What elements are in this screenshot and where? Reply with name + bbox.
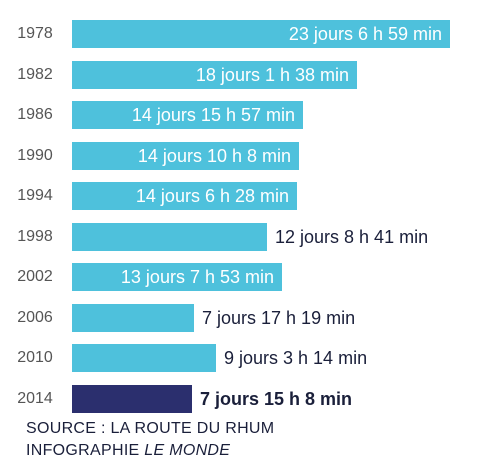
year-label: 1978 bbox=[17, 25, 53, 42]
bar-value-label: 9 jours 3 h 14 min bbox=[224, 348, 368, 368]
credit-prefix: INFOGRAPHIE bbox=[26, 442, 145, 459]
bar bbox=[72, 101, 303, 129]
bar bbox=[72, 344, 216, 372]
bar-value-label: 14 jours 6 h 28 min bbox=[135, 186, 289, 206]
bar-chart: 1978 23 jours 6 h 59 min 1982 18 jours 1 h … bbox=[17, 20, 450, 413]
year-label: 2010 bbox=[17, 349, 53, 366]
bar-value-label: 7 jours 17 h 19 min bbox=[202, 307, 356, 328]
year-label: 1986 bbox=[17, 106, 53, 123]
year-label: 1982 bbox=[17, 65, 53, 83]
bar-value-label: 12 jours 8 h 41 min bbox=[275, 226, 429, 247]
source-note: SOURCE : LA ROUTE DU RHUM bbox=[26, 420, 275, 437]
year-label: 2002 bbox=[17, 268, 53, 285]
year-label: 1990 bbox=[17, 146, 53, 164]
bar bbox=[72, 141, 299, 170]
bar bbox=[72, 60, 357, 89]
bar bbox=[72, 20, 450, 48]
credit-note: INFOGRAPHIE LE MONDE bbox=[26, 442, 230, 460]
bar bbox=[72, 182, 297, 210]
bar bbox=[72, 303, 194, 332]
bar-value-label: 23 jours 6 h 59 min bbox=[288, 24, 442, 44]
bar-value-label: 13 jours 7 h 53 min bbox=[120, 267, 274, 287]
bar bbox=[72, 384, 192, 413]
bar-value-label: 14 jours 10 h 8 min bbox=[137, 145, 291, 166]
bar bbox=[72, 263, 282, 291]
year-label: 2006 bbox=[17, 308, 53, 326]
bar-value-label: 14 jours 15 h 57 min bbox=[131, 105, 295, 125]
bar bbox=[72, 222, 267, 251]
year-label: 2014 bbox=[17, 389, 53, 407]
year-label: 1994 bbox=[17, 187, 53, 204]
bar-value-label: 7 jours 15 h 8 min bbox=[200, 388, 353, 409]
bar-value-label: 18 jours 1 h 38 min bbox=[195, 64, 349, 85]
year-label: 1998 bbox=[17, 227, 53, 245]
credit-publication: LE MONDE bbox=[144, 442, 231, 459]
